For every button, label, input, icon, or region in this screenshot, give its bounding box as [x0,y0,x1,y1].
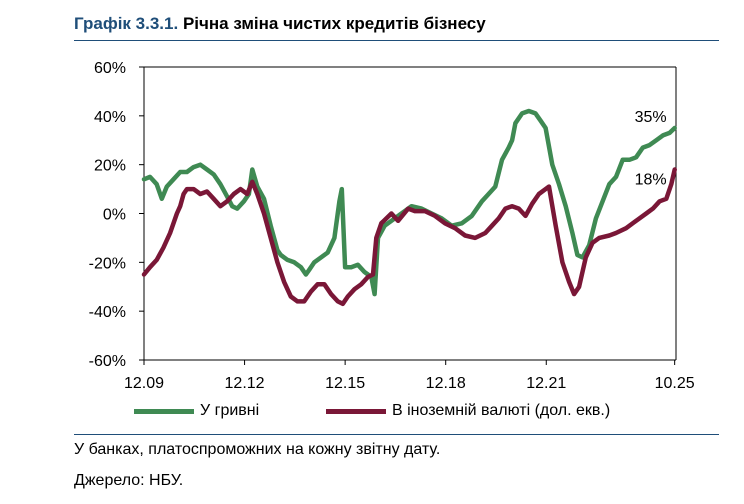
footnote: У банках, платоспроможних на кожну звітн… [74,441,441,458]
x-tick-label: 12.21 [526,375,566,392]
series-lines [141,108,677,307]
legend-label-uah: У гривні [200,402,260,419]
y-tick-labels: 60% 40% 20% 0% -20% -40% -60% [89,60,126,370]
x-tick-label: 12.15 [325,375,365,392]
legend-label-fx: В іноземній валюті (дол. екв.) [392,402,611,419]
y-tick-label: -60% [89,353,126,370]
y-tick-label: 60% [94,60,126,77]
end-label-fx: 18% [635,172,667,189]
legend-swatch-fx [326,408,386,414]
x-tick-labels: 12.09 12.12 12.15 12.18 12.21 10.25 [124,375,695,392]
x-tick-label: 12.09 [124,375,164,392]
legend-item-uah: У гривні [134,400,259,422]
y-tick-label: -40% [89,304,126,321]
y-tick-label: -20% [89,255,126,272]
chart-number: Графік 3.3.1. [74,14,179,33]
bottom-rule [74,434,719,435]
chart-title: Графік 3.3.1. Річна зміна чистих кредиті… [74,14,486,34]
x-tick-label: 12.12 [225,375,265,392]
series-line-uah [141,108,677,297]
source-note: Джерело: НБУ. [74,472,184,489]
legend-swatch-uah [134,408,194,414]
series-line-fx [141,167,677,307]
top-rule [74,40,719,41]
chart-area: 60%40%20%0%-20%-40%-60% 12.09 12.12 12.15 1… [89,60,695,392]
axes [139,66,677,365]
y-tick-label: 40% [94,109,126,126]
chart-title-text: Річна зміна чистих кредитів бізнесу [182,14,486,33]
x-tick-label: 12.18 [426,375,466,392]
y-tick-label: 0% [103,207,126,224]
end-labels: 35% 18% [635,109,667,189]
y-tick-label: 20% [94,158,126,175]
legend-item-fx: В іноземній валюті (дол. екв.) [326,400,610,422]
x-tick-label: 10.25 [655,375,695,392]
end-label-uah: 35% [635,109,667,126]
